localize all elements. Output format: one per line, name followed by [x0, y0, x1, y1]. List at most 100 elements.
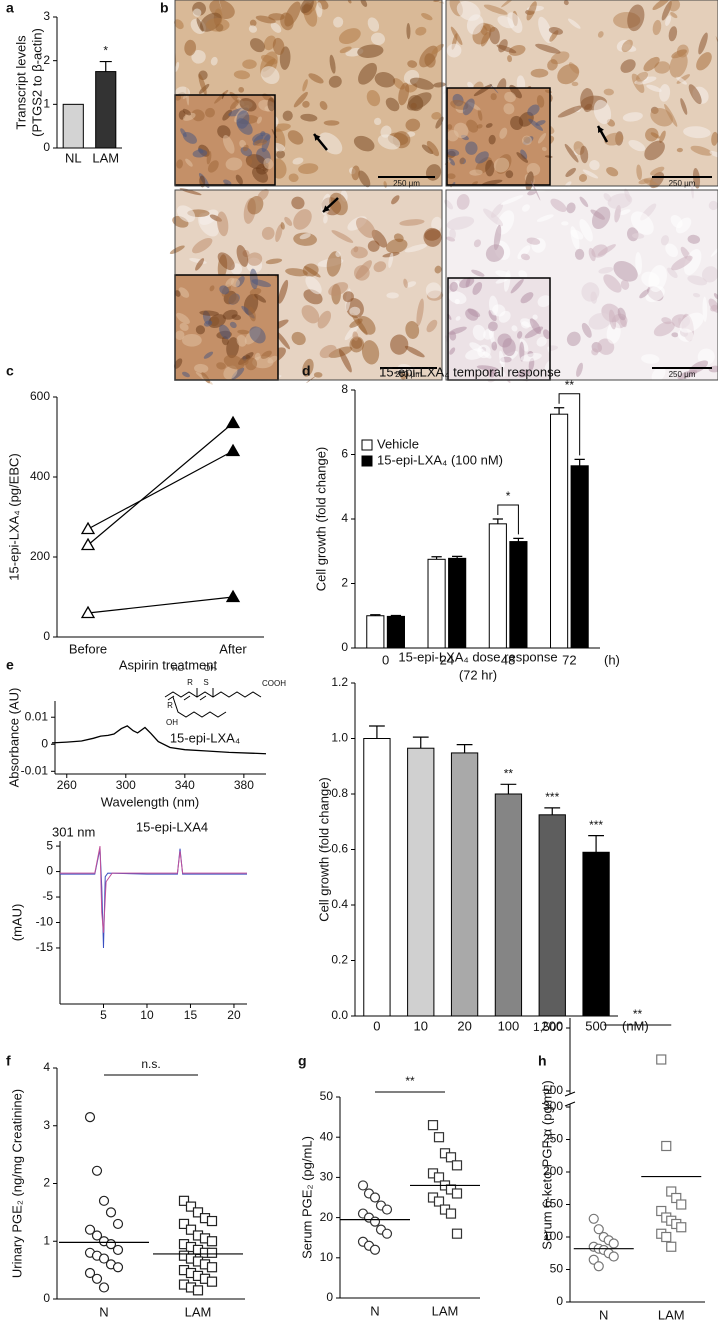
- tissue: [280, 12, 294, 31]
- data-point: [178, 1218, 190, 1230]
- structure-label: HO: [172, 664, 184, 673]
- y-tick-label: 40: [320, 1129, 334, 1143]
- tissue: [651, 366, 666, 383]
- tissue: [219, 324, 231, 340]
- x-unit: (h): [604, 652, 620, 667]
- tissue: [323, 120, 340, 126]
- x-tick-label: 200: [541, 1018, 563, 1033]
- tissue: [425, 282, 442, 299]
- y-tick-label: 10: [320, 1250, 334, 1264]
- tissue: [209, 285, 215, 292]
- y-tick-label: 0.01: [25, 709, 49, 723]
- tissue: [326, 251, 342, 277]
- tissue: [708, 200, 718, 211]
- tissue: [221, 92, 225, 100]
- tissue: [578, 174, 588, 182]
- tissue: [223, 355, 245, 370]
- y-axis-label: (PTGS2 to β-actin): [29, 28, 44, 137]
- tissue: [516, 331, 523, 339]
- data-point: [192, 1285, 204, 1296]
- tissue: [205, 107, 215, 118]
- tissue: [225, 157, 243, 171]
- y-axis-label: Serum PGE₂ (pg/mL): [299, 1136, 314, 1259]
- error-bar: [544, 807, 561, 815]
- arrow-head: [323, 205, 330, 212]
- tissue: [448, 157, 456, 166]
- chart-title: 15-epi-LXA₄ dose response: [398, 649, 557, 664]
- tissue: [500, 195, 524, 206]
- tissue: [222, 109, 233, 121]
- tissue: [342, 291, 354, 303]
- y-tick-label: 20: [320, 1210, 334, 1224]
- tissue: [670, 12, 678, 19]
- error-bar: [500, 783, 517, 794]
- tissue: [446, 43, 462, 58]
- y-tick-label: 100: [543, 1229, 563, 1243]
- micrograph-border: [445, 0, 718, 187]
- x-tick-label: 500: [585, 1018, 607, 1033]
- data-point: [433, 1132, 445, 1143]
- tissue: [449, 281, 458, 292]
- tissue: [203, 351, 214, 359]
- tissue: [390, 334, 409, 355]
- tissue: [386, 292, 399, 299]
- tissue: [374, 117, 382, 126]
- tissue: [485, 123, 493, 128]
- tissue: [385, 238, 408, 254]
- tissue: [448, 291, 467, 305]
- tissue: [455, 316, 461, 321]
- tissue: [634, 76, 657, 85]
- tissue: [526, 237, 541, 245]
- tissue: [665, 15, 672, 26]
- marker: [225, 443, 241, 457]
- tissue: [329, 192, 348, 216]
- tissue: [328, 282, 349, 296]
- x-tick-label: 10: [414, 1018, 428, 1033]
- tissue: [239, 98, 257, 112]
- tissue: [528, 118, 544, 131]
- legend-swatch: [361, 439, 373, 451]
- tissue: [388, 252, 394, 268]
- tissue: [184, 39, 197, 56]
- tissue: [499, 127, 508, 139]
- tissue: [192, 238, 213, 254]
- tissue: [185, 158, 193, 167]
- tissue: [293, 209, 312, 230]
- tissue: [292, 157, 304, 165]
- x-tick-label: N: [599, 1307, 608, 1322]
- x-tick-label: 0: [373, 1018, 380, 1033]
- tissue: [236, 110, 250, 129]
- tissue: [690, 145, 713, 156]
- micrograph-border: [445, 189, 718, 381]
- bar: [582, 851, 610, 1017]
- tissue: [431, 112, 442, 120]
- data-point: [91, 1230, 103, 1241]
- tissue: [353, 246, 359, 253]
- panel-label: f: [6, 1053, 11, 1069]
- y-tick-label: 0: [41, 736, 48, 750]
- tissue: [537, 295, 552, 308]
- tissue: [431, 216, 443, 232]
- tissue: [183, 112, 196, 121]
- tissue: [191, 109, 205, 122]
- tissue: [338, 348, 352, 373]
- tissue: [483, 4, 508, 15]
- tissue: [680, 98, 688, 115]
- tissue: [449, 228, 456, 240]
- tissue: [426, 319, 438, 333]
- tissue: [270, 22, 282, 33]
- tissue: [205, 18, 230, 32]
- data-point: [178, 1195, 190, 1206]
- bar: [366, 615, 385, 649]
- tissue: [366, 89, 381, 107]
- y-tick-label: 0: [46, 864, 53, 878]
- tissue: [524, 326, 544, 339]
- tissue: [210, 56, 218, 66]
- tissue: [520, 149, 528, 160]
- tissue: [349, 336, 365, 353]
- x-tick-label: 260: [57, 778, 77, 792]
- x-tick-label: N: [99, 1304, 108, 1319]
- tissue: [407, 60, 418, 68]
- data-point: [206, 1215, 218, 1227]
- error-bar: [452, 555, 463, 559]
